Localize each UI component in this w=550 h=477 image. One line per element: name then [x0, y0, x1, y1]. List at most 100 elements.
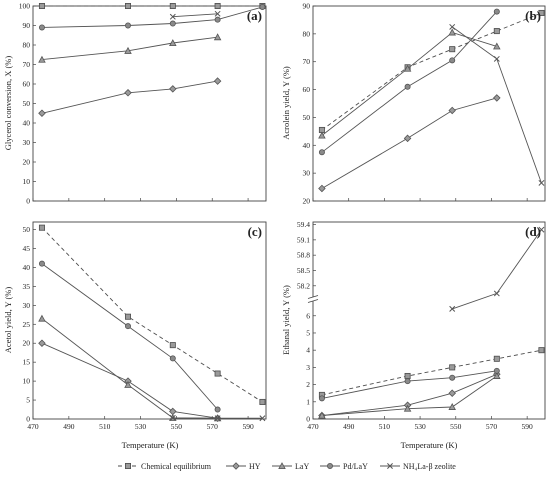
point-PdLaY — [318, 395, 325, 402]
plot-frame — [312, 221, 546, 420]
panel-d: 0 1 2 3 4 5 6 58.2 58.5 58.8 59.1 59.4 470 490 510 530 5… — [281, 220, 546, 450]
legend-item-NH4: NH₄La-β zeolite — [380, 462, 456, 471]
panel-a: 0 10 20 30 40 50 60 70 80 90 100 (a) Glycerol conv… — [3, 2, 267, 206]
y-axis-label: Acrolein yield, Y (%) — [281, 66, 291, 140]
point-LaY — [124, 380, 132, 388]
legend-swatch-marker — [125, 462, 132, 469]
y-tick-label: 58.8 — [297, 251, 310, 260]
point-eq — [169, 342, 176, 349]
y-tick-label: 50 — [23, 225, 31, 234]
y-tick-label: 1 — [306, 397, 310, 406]
panel-label: (b) — [525, 8, 541, 23]
marks-group — [38, 3, 266, 118]
x-tick-label: 550 — [171, 422, 183, 431]
x-tick-label: 530 — [135, 422, 147, 431]
y-tick-label: 30 — [303, 169, 311, 178]
series-line-LaY — [41, 318, 218, 419]
point-PdLaY — [318, 149, 325, 156]
y-tick-label: 58.2 — [297, 281, 310, 290]
legend-label: Chemical equilibrium — [141, 462, 212, 471]
y-tick-label: 60 — [23, 80, 31, 89]
ticks-group: 0 10 20 30 40 50 60 70 80 90 100 — [19, 2, 249, 206]
y-tick-label: 59.1 — [297, 235, 310, 244]
point-NH4 — [493, 55, 500, 62]
x-tick-label: 510 — [379, 422, 391, 431]
y-tick-label: 20 — [23, 339, 31, 348]
x-tick-label: 530 — [414, 422, 426, 431]
y-tick-label: 80 — [23, 41, 31, 50]
point-LaY — [124, 46, 132, 54]
y-axis-label: Ethanal yield, Y (%) — [281, 285, 291, 355]
y-tick-label: 35 — [23, 282, 31, 291]
point-eq — [259, 398, 266, 405]
y-tick-label: 40 — [303, 141, 311, 150]
plot-frame — [32, 221, 267, 420]
panel-label: (c) — [248, 224, 262, 239]
series-line-HY — [321, 97, 497, 189]
point-HY — [38, 109, 46, 118]
series-line-eq — [321, 349, 542, 396]
x-axis-label: Temperature (K) — [401, 440, 458, 450]
point-HY — [318, 184, 326, 193]
x-tick-label: 490 — [343, 422, 355, 431]
point-LaY — [403, 404, 412, 412]
series-line-PdLaY — [321, 370, 497, 399]
point-PdLaY — [38, 24, 45, 31]
series-line-LaY — [321, 31, 497, 136]
y-tick-label: 90 — [303, 2, 311, 11]
x-tick-label: 550 — [450, 422, 462, 431]
point-eq — [214, 3, 221, 9]
series-line-HY — [41, 80, 218, 114]
y-tick-label: 50 — [23, 99, 31, 108]
point-NH4 — [259, 415, 266, 422]
point-LaY — [403, 64, 412, 72]
point-eq — [493, 355, 500, 362]
legend: Chemical equilibrium HY LaY Pd/LaY NH₄La-β z… — [118, 462, 456, 471]
axis-break-gap — [309, 297, 317, 301]
y-tick-label: 30 — [23, 301, 31, 310]
point-PdLaY — [493, 8, 500, 15]
point-NH4 — [169, 13, 176, 20]
point-PdLaY — [449, 374, 456, 381]
series-line-PdLaY — [321, 11, 498, 153]
point-PdLaY — [38, 260, 45, 267]
legend-label: LaY — [295, 462, 309, 471]
legend-item-HY: HY — [226, 462, 261, 471]
point-eq — [38, 3, 45, 9]
point-eq — [404, 372, 411, 379]
y-tick-label: 0 — [26, 415, 30, 424]
point-LaY — [493, 42, 501, 50]
point-eq — [449, 364, 456, 371]
point-LaY — [38, 314, 46, 322]
x-tick-label: 590 — [522, 422, 534, 431]
point-PdLaY — [214, 406, 221, 413]
point-eq — [214, 370, 221, 377]
point-LaY — [448, 403, 456, 410]
series-line-eq — [41, 227, 263, 403]
y-tick-label: 59.4 — [297, 220, 310, 229]
point-NH4 — [214, 415, 221, 422]
y-tick-label: 6 — [306, 311, 310, 320]
y-tick-label: 5 — [26, 396, 30, 405]
point-HY — [124, 89, 132, 97]
legend-swatch-marker — [326, 462, 333, 469]
y-tick-label: 4 — [306, 346, 310, 355]
y-tick-label: 40 — [23, 119, 31, 128]
panel-label: (d) — [525, 224, 541, 239]
point-LaY — [169, 39, 177, 47]
y-tick-label: 0 — [306, 415, 310, 424]
series-line-eq — [321, 12, 542, 131]
x-tick-label: 590 — [242, 422, 254, 431]
point-PdLaY — [259, 3, 266, 10]
point-NH4 — [169, 414, 176, 421]
ticks-group: 0 1 2 3 4 5 6 58.2 58.5 58.8 59.1 59.4 470 490 510 530 5… — [297, 220, 533, 431]
panel-label: (a) — [247, 8, 262, 23]
x-tick-label: 510 — [99, 422, 111, 431]
point-LaY — [213, 33, 222, 41]
point-eq — [124, 3, 131, 9]
legend-label: HY — [249, 462, 261, 471]
y-axis-label: Glycerol conversion, X (%) — [3, 56, 13, 151]
